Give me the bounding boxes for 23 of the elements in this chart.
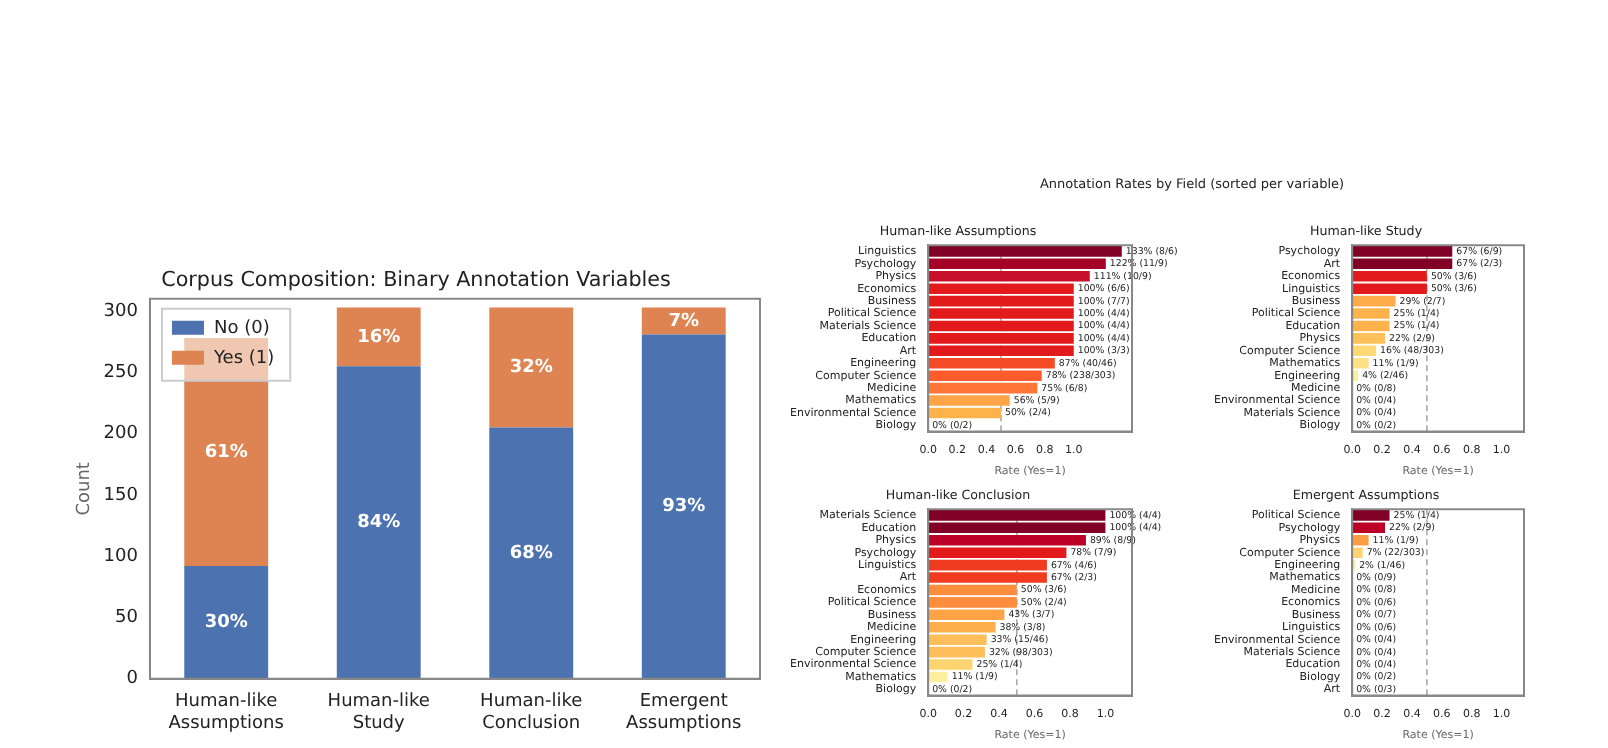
annotation: 61% [204,442,248,463]
y-tick-label: 0 [126,669,139,690]
annotation: 30% [204,613,248,634]
legend-label: No (0) [213,318,270,339]
y-axis-title: Count [75,461,96,516]
y-tick-label: 50 [115,608,139,629]
x-tick-label: Human-like Assumptions [168,692,285,734]
chart-title: Corpus Composition: Binary Annotation Variables [161,267,671,292]
annotation: 16% [357,327,401,348]
annotation: 84% [357,513,401,534]
annotation: 7% [668,311,700,332]
legend-label: Yes (1) [211,348,275,369]
y-tick-label: 250 [103,363,139,384]
y-tick-label: 150 [103,485,139,506]
annotation: 93% [662,497,706,518]
y-tick-label: 200 [103,424,139,445]
x-tick-label: Human-like Study [327,692,431,734]
annotation: 32% [509,358,553,379]
x-tick-label: Emergent Assumptions [626,692,743,734]
annotation: 68% [509,543,553,564]
y-tick-label: 300 [103,301,139,322]
x-tick-label: Human-like Conclusion [480,692,584,734]
y-tick-label: 100 [103,546,139,567]
